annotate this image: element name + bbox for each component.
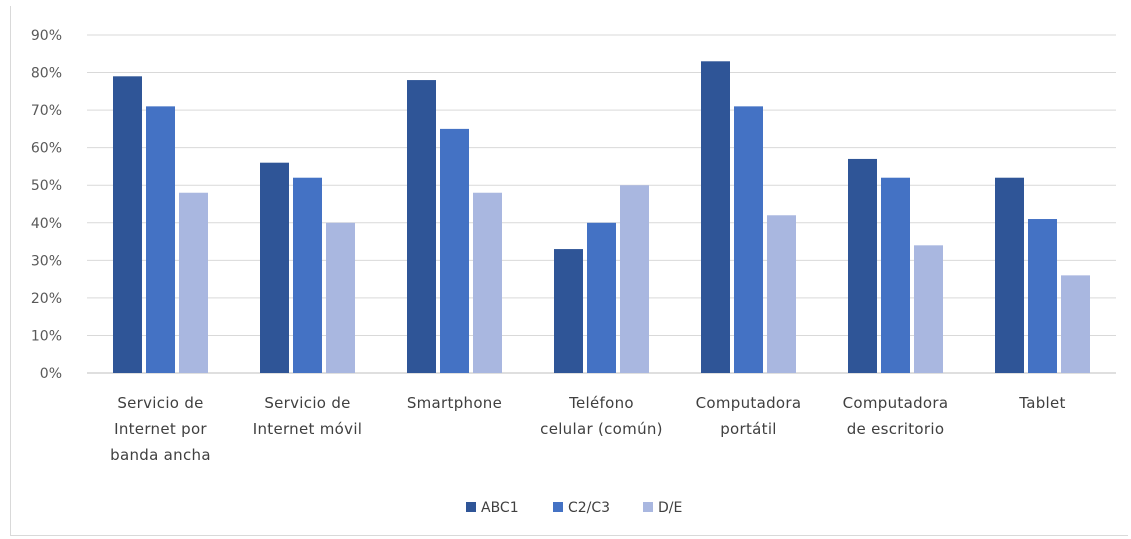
bars — [113, 61, 1090, 374]
x-category-label: banda ancha — [110, 446, 211, 464]
y-tick-label: 10% — [31, 328, 62, 344]
bar-d-e — [914, 245, 943, 373]
x-category-label: Servicio de — [264, 394, 350, 412]
y-tick-label: 0% — [40, 366, 62, 382]
bar-abc1 — [848, 158, 877, 373]
x-category-label: Computadora — [843, 394, 949, 412]
legend-label: C2/C3 — [568, 500, 610, 516]
y-tick-label: 20% — [31, 291, 62, 307]
y-tick-label: 80% — [31, 66, 62, 82]
bar-d-e — [767, 215, 796, 373]
bar-d-e — [473, 192, 502, 373]
bar-abc1 — [554, 249, 583, 373]
bar-abc1 — [701, 61, 730, 374]
y-tick-label: 90% — [31, 28, 62, 44]
bar-c2-c3 — [293, 177, 322, 373]
legend-label: ABC1 — [481, 500, 519, 516]
legend-label: D/E — [658, 500, 682, 516]
x-category-label: Servicio de — [117, 394, 203, 412]
bar-c2-c3 — [881, 177, 910, 373]
y-axis: 0% 10% 20% 30% 40% 50% 60% 70% 80% 90% — [31, 28, 62, 382]
legend-swatch — [643, 502, 653, 512]
x-category-label: de escritorio — [847, 420, 945, 438]
x-category-label: Tablet — [1018, 394, 1065, 412]
chart-frame — [10, 6, 1128, 536]
x-category-label: Internet por — [114, 420, 207, 438]
bar-c2-c3 — [1028, 219, 1057, 373]
y-tick-label: 40% — [31, 216, 62, 232]
bar-abc1 — [260, 162, 289, 373]
bar-d-e — [620, 185, 649, 373]
bar-abc1 — [995, 177, 1024, 373]
x-category-label: portátil — [720, 420, 777, 438]
y-tick-label: 60% — [31, 141, 62, 157]
bar-d-e — [179, 192, 208, 373]
y-tick-label: 30% — [31, 253, 62, 269]
x-axis: Servicio de Internet por banda ancha Servic… — [110, 394, 1065, 464]
legend-swatch — [553, 502, 563, 512]
bar-abc1 — [407, 80, 436, 374]
x-category-label: Internet móvil — [253, 420, 363, 438]
x-category-label: Smartphone — [407, 394, 502, 412]
bar-c2-c3 — [440, 128, 469, 373]
bar-d-e — [326, 222, 355, 373]
bar-abc1 — [113, 76, 142, 374]
x-category-label: celular (común) — [540, 420, 663, 438]
x-category-label: Teléfono — [568, 394, 634, 412]
bar-c2-c3 — [587, 222, 616, 373]
bar-d-e — [1061, 275, 1090, 373]
bar-c2-c3 — [734, 106, 763, 373]
bar-c2-c3 — [146, 106, 175, 373]
y-tick-label: 70% — [31, 103, 62, 119]
legend: ABC1 C2/C3 D/E — [466, 500, 682, 516]
y-tick-label: 50% — [31, 178, 62, 194]
x-category-label: Computadora — [696, 394, 802, 412]
legend-swatch — [466, 502, 476, 512]
